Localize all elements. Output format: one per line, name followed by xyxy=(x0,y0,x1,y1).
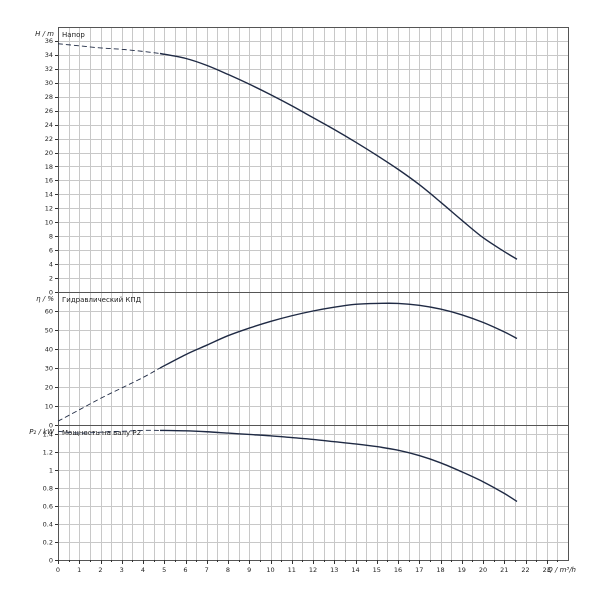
efficiency-y-axis-title: η / % xyxy=(36,295,54,303)
x-tick-label: 21 xyxy=(500,566,508,574)
power-y-tick-label: 0.8 xyxy=(43,484,53,492)
efficiency-y-tick-label: 20 xyxy=(45,383,53,391)
power-y-tick-label: 1 xyxy=(49,466,53,474)
head-y-tick-label: 2 xyxy=(49,274,53,282)
x-tick-label: 18 xyxy=(436,566,444,574)
head-y-tick-label: 28 xyxy=(45,93,53,101)
head-curve-solid xyxy=(159,52,518,260)
efficiency-y-tick-label: 40 xyxy=(45,345,53,353)
x-tick-label: 11 xyxy=(288,566,296,574)
x-tick-label: 23 xyxy=(543,566,551,574)
efficiency-curve-dashed xyxy=(57,367,161,422)
head-y-tick-label: 10 xyxy=(45,219,53,227)
efficiency-panel: 0 10 20 30 40 50 60 η / % Гидравлический КПД xyxy=(36,292,569,429)
head-y-axis-title: H / m xyxy=(35,30,54,38)
head-panel-title: Напор xyxy=(62,31,85,39)
head-y-tick-label: 0 xyxy=(49,288,53,296)
power-curve-dashed xyxy=(57,429,161,434)
head-y-tick-label: 6 xyxy=(49,246,53,254)
head-y-tick-label: 24 xyxy=(45,121,53,129)
x-tick-label: 16 xyxy=(394,566,402,574)
efficiency-panel-title: Гидравлический КПД xyxy=(62,296,142,304)
x-tick-label: 1 xyxy=(77,566,81,574)
x-tick-label: 22 xyxy=(521,566,529,574)
power-panel: 0 0.2 0.4 0.6 0.8 1 1.2 1.4P₂ / kW Мощность на в… xyxy=(29,425,576,574)
power-y-axis-title: P₂ / kW xyxy=(29,428,55,436)
x-tick-label: 0 xyxy=(56,566,60,574)
head-y-tick-label: 16 xyxy=(45,177,53,185)
x-tick-label: 14 xyxy=(351,566,359,574)
x-tick-label: 4 xyxy=(141,566,145,574)
x-tick-label: 17 xyxy=(415,566,423,574)
x-tick-label: 13 xyxy=(330,566,338,574)
x-tick-label: 8 xyxy=(226,566,230,574)
head-y-tick-label: 12 xyxy=(45,205,53,213)
x-tick-label: 9 xyxy=(247,566,251,574)
head-y-tick-label: 30 xyxy=(45,79,53,87)
x-tick-label: 2 xyxy=(98,566,102,574)
efficiency-y-tick-label: 60 xyxy=(45,307,53,315)
x-tick-label: 15 xyxy=(373,566,381,574)
head-y-tick-label: 18 xyxy=(45,163,53,171)
head-curve-dashed xyxy=(57,43,161,54)
power-y-tick-label: 0.2 xyxy=(43,538,53,546)
efficiency-y-tick-label: 50 xyxy=(45,326,53,334)
head-y-tick-label: 34 xyxy=(45,51,53,59)
x-tick-label: 20 xyxy=(479,566,487,574)
efficiency-y-tick-label: 30 xyxy=(45,364,53,372)
head-y-tick-label: 14 xyxy=(45,191,53,199)
efficiency-y-tick-label: 10 xyxy=(45,402,53,410)
head-y-tick-label: 32 xyxy=(45,65,53,73)
x-tick-label: 6 xyxy=(183,566,187,574)
head-y-tick-label: 22 xyxy=(45,135,53,143)
x-tick-label: 10 xyxy=(266,566,274,574)
efficiency-y-tick-label: 0 xyxy=(49,421,53,429)
power-y-tick-label: 0.4 xyxy=(43,520,53,528)
x-axis-title: Q / m³/h xyxy=(547,566,576,574)
head-y-tick-label: 20 xyxy=(45,149,53,157)
power-y-tick-label: 0.6 xyxy=(43,502,53,510)
x-tick-label: 3 xyxy=(120,566,124,574)
power-y-tick-label: 0 xyxy=(49,556,53,564)
x-tick-label: 5 xyxy=(162,566,166,574)
head-y-tick-label: 4 xyxy=(49,260,53,268)
power-y-tick-label: 1.2 xyxy=(43,448,53,456)
head-y-tick-label: 8 xyxy=(49,233,53,241)
power-panel-title: Мощность на валу P2 xyxy=(62,429,141,437)
head-y-tick-label: 36 xyxy=(45,37,53,45)
power-curve-solid xyxy=(159,429,518,503)
x-tick-label: 12 xyxy=(309,566,317,574)
head-y-tick-label: 26 xyxy=(45,107,53,115)
x-tick-label: 7 xyxy=(205,566,209,574)
efficiency-curve-solid xyxy=(159,302,518,369)
x-tick-label: 19 xyxy=(458,566,466,574)
power-y-tick-label: 1.4 xyxy=(43,430,53,438)
